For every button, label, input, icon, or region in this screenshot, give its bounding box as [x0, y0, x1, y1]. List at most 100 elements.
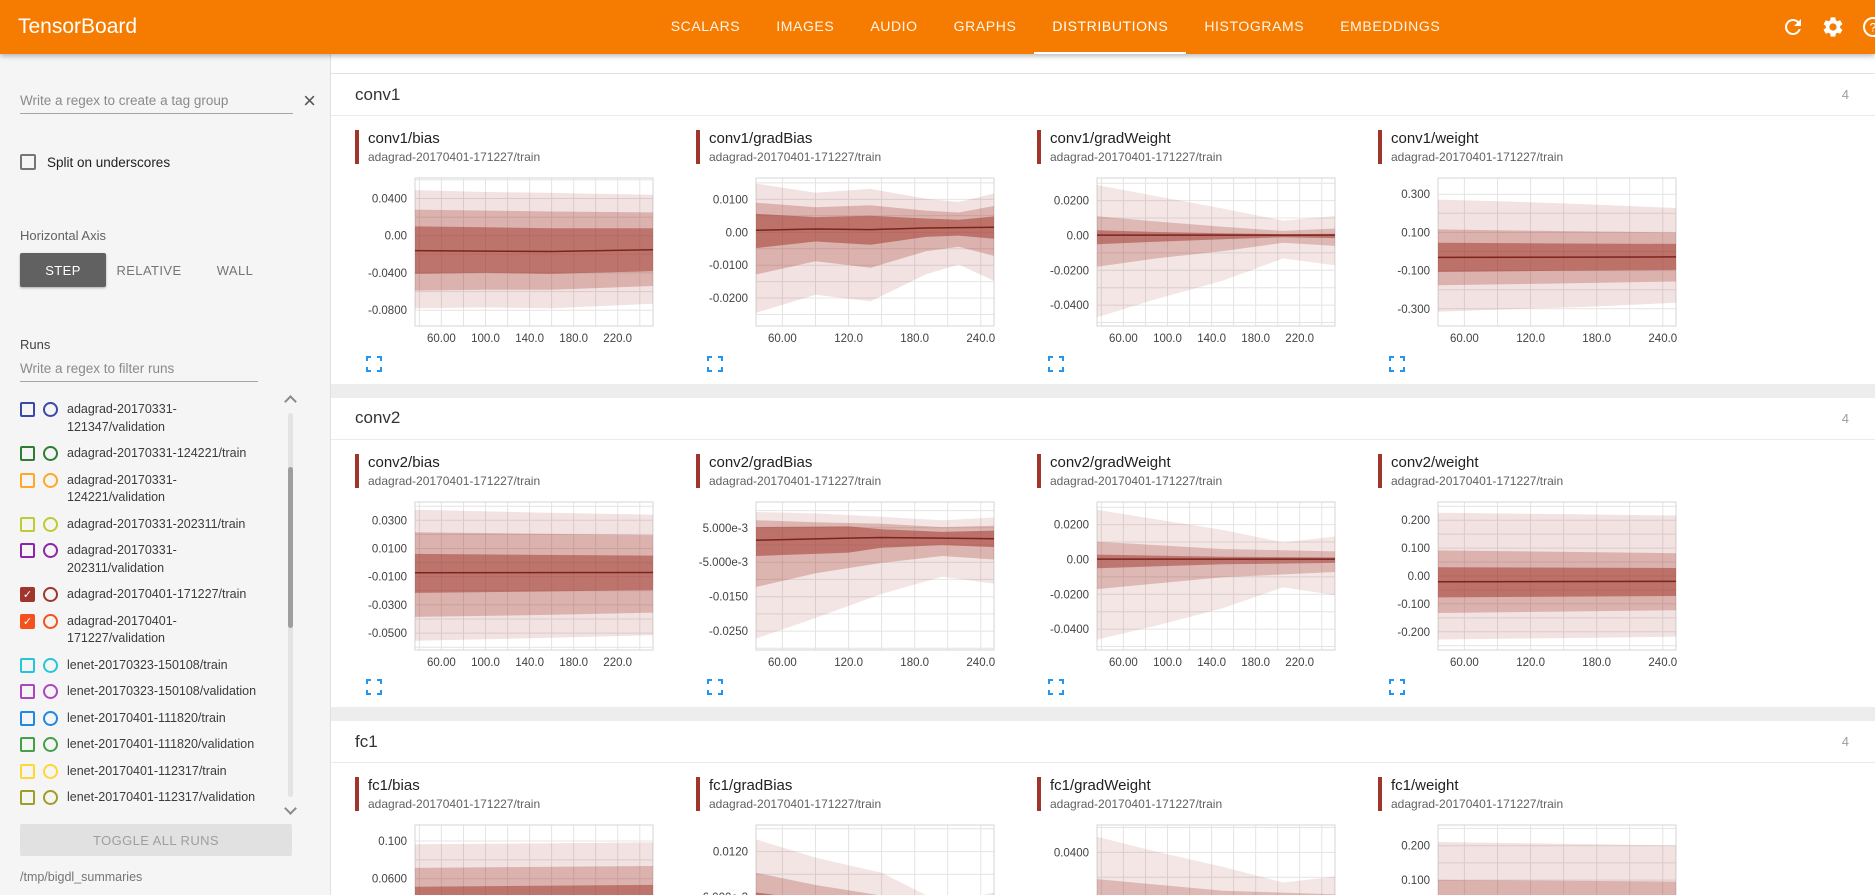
chart-run-name: adagrad-20170401-171227/train — [1391, 797, 1564, 811]
scrollbar-track[interactable] — [287, 413, 293, 797]
split-underscores-label: Split on underscores — [47, 154, 171, 170]
svg-text:180.0: 180.0 — [1241, 657, 1270, 669]
category-section-fc1: fc1 4 fc1/bias adagrad-20170401-171227/trai… — [331, 721, 1875, 895]
settings-icon[interactable] — [1821, 15, 1845, 39]
run-color-radio[interactable] — [43, 587, 58, 602]
app-header: TensorBoard SCALARS IMAGES AUDIO GRAPHS DIST… — [0, 0, 1875, 54]
run-color-radio[interactable] — [43, 516, 58, 532]
fullscreen-icon — [366, 355, 382, 372]
scroll-down-icon[interactable] — [283, 802, 297, 815]
tab-images[interactable]: IMAGES — [776, 18, 835, 34]
run-checkbox[interactable] — [20, 446, 35, 461]
run-color-radio[interactable] — [43, 684, 58, 699]
svg-text:0.00: 0.00 — [726, 227, 748, 239]
split-underscores-checkbox[interactable] — [20, 154, 36, 170]
tab-scalars[interactable]: SCALARS — [670, 18, 741, 34]
run-color-radio[interactable] — [43, 710, 58, 726]
svg-text:-0.0200: -0.0200 — [1050, 589, 1089, 601]
run-checkbox[interactable] — [20, 763, 35, 779]
run-checkbox[interactable] — [20, 684, 35, 699]
tag-filter-input[interactable] — [20, 88, 294, 114]
expand-chart-button[interactable] — [1386, 354, 1408, 376]
run-checkbox[interactable] — [20, 516, 35, 532]
svg-text:60.00: 60.00 — [427, 657, 456, 669]
run-color-radio[interactable] — [43, 402, 58, 417]
run-color-radio[interactable] — [43, 472, 58, 488]
expand-chart-button[interactable] — [704, 678, 726, 700]
help-icon[interactable]: ? — [1861, 15, 1875, 39]
runs-scrollbar[interactable] — [283, 395, 297, 815]
axis-button-relative[interactable]: RELATIVE — [106, 253, 192, 287]
chart-run-name: adagrad-20170401-171227/train — [1050, 797, 1223, 811]
run-checkbox[interactable] — [20, 737, 35, 752]
scrolled-section-remnant — [331, 54, 1875, 74]
svg-text:0.00: 0.00 — [1067, 554, 1089, 566]
svg-text:0.0400: 0.0400 — [372, 194, 407, 206]
toggle-all-runs-button[interactable]: TOGGLE ALL RUNS — [20, 824, 292, 856]
run-checkbox[interactable] — [20, 790, 35, 805]
fullscreen-icon — [707, 355, 723, 372]
svg-text:180.0: 180.0 — [559, 657, 588, 669]
run-color-radio[interactable] — [43, 790, 58, 805]
expand-chart-button[interactable] — [1045, 354, 1067, 376]
section-header-conv2[interactable]: conv2 4 — [331, 398, 1875, 440]
chart-run-name: adagrad-20170401-171227/train — [1050, 473, 1223, 488]
run-checkbox[interactable]: ✓ — [20, 613, 35, 629]
expand-chart-button[interactable] — [1386, 678, 1408, 700]
svg-text:60.00: 60.00 — [768, 657, 797, 669]
run-checkbox[interactable] — [20, 657, 35, 673]
chart-tag-name: conv2/bias — [368, 453, 440, 471]
run-label: lenet-20170401-112317/train — [67, 763, 227, 778]
scroll-up-icon[interactable] — [283, 395, 297, 408]
run-color-radio[interactable] — [43, 543, 58, 558]
run-color-radio[interactable] — [43, 613, 58, 629]
axis-button-wall[interactable]: WALL — [192, 253, 278, 287]
expand-chart-button[interactable] — [704, 354, 726, 376]
chart-card: conv2/gradBias adagrad-20170401-171227/tr… — [696, 453, 1018, 702]
svg-text:100.0: 100.0 — [1153, 333, 1182, 345]
chart-title-block: conv1/bias adagrad-20170401-171227/train — [355, 130, 677, 164]
run-checkbox[interactable] — [20, 402, 35, 417]
run-color-radio[interactable] — [43, 763, 58, 779]
category-section-conv2: conv2 4 conv2/bias adagrad-20170401-171227/… — [331, 397, 1875, 707]
run-checkbox[interactable] — [20, 543, 35, 558]
run-color-radio[interactable] — [43, 737, 58, 752]
run-checkbox[interactable]: ✓ — [20, 587, 35, 602]
svg-text:100.0: 100.0 — [471, 333, 500, 345]
chart-title-block: conv2/weight adagrad-20170401-171227/trai… — [1378, 453, 1700, 488]
chart-run-name: adagrad-20170401-171227/train — [1050, 150, 1223, 164]
svg-text:180.0: 180.0 — [1582, 333, 1611, 345]
svg-text:-0.0150: -0.0150 — [709, 591, 748, 603]
run-checkbox[interactable] — [20, 472, 35, 488]
distribution-chart: 0.200 0.100 0.00 -0.100 -0.200 60.00 120.0 180.… — [1397, 501, 1677, 669]
section-header-conv1[interactable]: conv1 4 — [331, 74, 1875, 116]
tab-graphs[interactable]: GRAPHS — [953, 18, 1017, 34]
distribution-chart: 0.300 0.100 -0.100 -0.300 60.00 120.0 180.0 240… — [1397, 177, 1677, 345]
section-header-fc1[interactable]: fc1 4 — [331, 721, 1875, 763]
tab-embeddings[interactable]: EMBEDDINGS — [1340, 18, 1441, 34]
tab-audio[interactable]: AUDIO — [870, 18, 918, 34]
expand-chart-button[interactable] — [363, 678, 385, 700]
run-color-radio[interactable] — [43, 657, 58, 673]
run-color-radio[interactable] — [43, 446, 58, 461]
tab-histograms[interactable]: HISTOGRAMS — [1204, 18, 1305, 34]
chart-tag-name: conv1/weight — [1391, 130, 1479, 147]
svg-text:100.0: 100.0 — [1153, 657, 1182, 669]
expand-chart-button[interactable] — [1045, 678, 1067, 700]
chart-card: conv2/weight adagrad-20170401-171227/trai… — [1378, 453, 1700, 702]
refresh-icon[interactable] — [1781, 15, 1805, 39]
svg-text:-5.000e-3: -5.000e-3 — [699, 557, 748, 569]
svg-text:0.00: 0.00 — [1067, 231, 1089, 243]
run-filter-input[interactable] — [20, 356, 258, 382]
run-row: adagrad-20170331-124221/train — [20, 440, 272, 467]
chart-tag-name: conv2/gradWeight — [1050, 453, 1171, 471]
scrollbar-thumb[interactable] — [287, 466, 293, 629]
clear-tag-filter-icon[interactable]: × — [303, 88, 316, 113]
tab-distributions[interactable]: DISTRIBUTIONS — [1034, 0, 1187, 54]
axis-button-step[interactable]: STEP — [20, 253, 106, 287]
expand-chart-button[interactable] — [363, 354, 385, 376]
log-directory: /tmp/bigdl_summaries — [20, 870, 143, 884]
run-checkbox[interactable] — [20, 710, 35, 726]
chart-run-name: adagrad-20170401-171227/train — [368, 797, 541, 811]
